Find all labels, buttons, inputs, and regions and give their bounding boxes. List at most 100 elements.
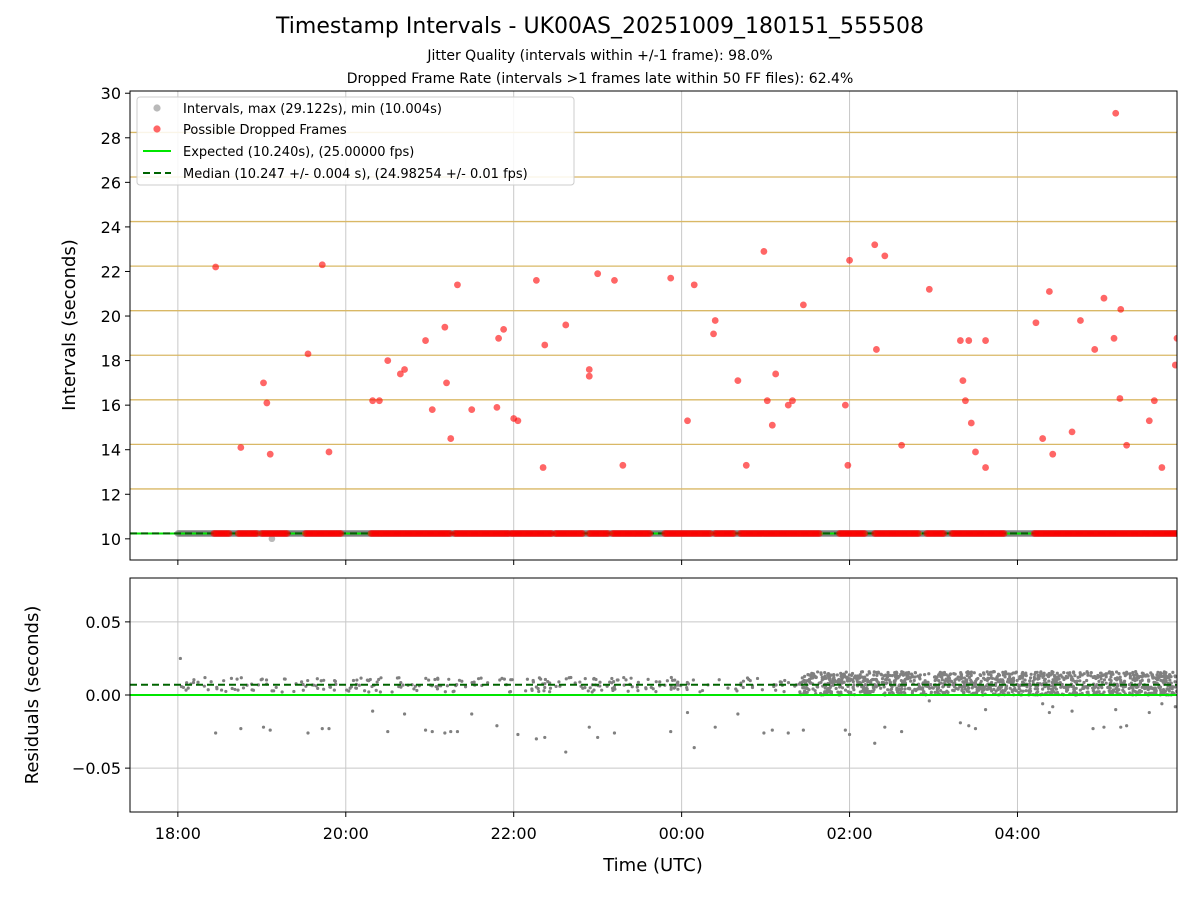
- residual-dense-point-32: [985, 670, 989, 674]
- residual-dense-point-1055: [1155, 678, 1160, 682]
- interval-min-point: [268, 535, 276, 543]
- dropped-outlier-57: [959, 377, 967, 385]
- residual-dense-point-681: [975, 688, 979, 692]
- residual-point-119: [191, 680, 196, 685]
- residual-dense-point-0: [1024, 689, 1028, 693]
- dropped-point-4-47: [446, 530, 454, 537]
- dropped-point-14-26: [914, 530, 922, 537]
- bottom-y-axis-label: Residuals (seconds): [22, 606, 43, 785]
- residual-dense-point-862: [969, 673, 973, 678]
- residual-point-121: [629, 676, 633, 680]
- dropped-outlier-7: [325, 448, 333, 456]
- residual-point-29: [443, 690, 447, 694]
- residual-dense-point-1167: [946, 679, 950, 684]
- residual-point-221: [546, 680, 550, 684]
- legend-label-dropped: Possible Dropped Frames: [183, 123, 347, 138]
- residual-dense-point-291: [951, 688, 955, 692]
- residual-dense-point-538: [1127, 683, 1132, 687]
- dropped-outlier-34: [667, 274, 675, 282]
- residual-dense-point-1007: [1042, 678, 1047, 683]
- dropped-outlier-0: [212, 263, 220, 271]
- residual-point-69: [375, 680, 379, 684]
- residual-dense-point-1095: [1159, 674, 1163, 678]
- residual-point-184: [241, 686, 246, 690]
- top-ytick-label-1: 12: [101, 485, 121, 504]
- dropped-outlier-9: [375, 397, 383, 405]
- residual-dense-point-1118: [907, 670, 911, 675]
- residual-dense-point-904: [913, 687, 917, 691]
- residual-dense-point-1115: [872, 670, 876, 674]
- residual-dense-point-775: [865, 691, 869, 695]
- residual-point-200: [676, 687, 680, 691]
- residual-point-46: [351, 678, 356, 683]
- residual-dense-point-377: [843, 688, 848, 692]
- residual-dense-point-941: [986, 687, 990, 691]
- residual-dense-point-520: [1017, 687, 1021, 691]
- residual-dense-point-613: [816, 670, 820, 674]
- residual-point-63: [578, 680, 582, 684]
- legend-label-median: Median (10.247 +/- 0.004 s), (24.98254 +…: [183, 167, 528, 182]
- residual-outlier-26: [685, 710, 690, 715]
- residual-dense-point-966: [1121, 685, 1126, 689]
- dropped-outlier-4: [266, 450, 274, 458]
- residual-points: [178, 656, 1177, 754]
- xtick-label-4: 02:00: [826, 824, 872, 843]
- residual-point-112: [622, 675, 626, 680]
- residual-dense-point-518: [814, 675, 818, 680]
- dropped-outlier-15: [441, 323, 449, 331]
- residual-outlier-33: [801, 728, 805, 732]
- residual-dense-point-857: [885, 681, 889, 685]
- residual-dense-point-1117: [1036, 674, 1040, 678]
- residual-dense-point-45: [1062, 671, 1066, 675]
- residual-point-58: [616, 678, 620, 682]
- residual-dense-point-944: [997, 673, 1002, 677]
- dropped-point-15-10: [940, 530, 947, 537]
- residual-point-240: [673, 678, 677, 682]
- residual-dense-point-1189: [1125, 672, 1129, 676]
- xtick-label-3: 00:00: [659, 824, 705, 843]
- residual-outlier-12: [430, 729, 434, 734]
- residual-outlier-32: [786, 731, 790, 735]
- residual-point-80: [236, 688, 240, 692]
- dropped-outlier-19: [468, 406, 476, 414]
- residual-dense-point-1015: [969, 670, 974, 674]
- residual-outlier-24: [612, 731, 617, 735]
- residual-point-160: [783, 678, 787, 683]
- residual-dense-point-1138: [1032, 677, 1037, 681]
- residual-dense-point-1090: [1128, 672, 1132, 676]
- residual-dense-point-1043: [906, 686, 911, 691]
- residual-point-118: [741, 679, 746, 683]
- residual-outlier-4: [268, 728, 272, 732]
- residual-dense-point-105: [909, 679, 913, 683]
- dropped-outlier-65: [1039, 435, 1047, 442]
- residual-dense-point-927: [1004, 672, 1008, 676]
- residual-dense-point-1154: [952, 681, 956, 686]
- residual-point-223: [259, 678, 263, 682]
- residual-dense-point-1131: [1104, 681, 1108, 685]
- residual-point-78: [390, 690, 394, 694]
- residual-point-222: [357, 683, 361, 687]
- residual-dense-point-950: [1019, 674, 1023, 678]
- residual-outlier-14: [449, 729, 453, 734]
- residual-dense-point-1116: [1118, 675, 1122, 679]
- residual-point-129: [691, 678, 695, 682]
- residual-dense-point-1029: [1156, 670, 1160, 674]
- residual-outlier-9: [386, 729, 390, 734]
- residuals-panel: −0.05 0.00 0.05: [72, 577, 1178, 813]
- xtick-label-2: 22:00: [491, 824, 537, 843]
- residual-dense-point-795: [918, 677, 922, 681]
- residual-dense-point-877: [1111, 691, 1115, 695]
- residual-point-157: [378, 690, 382, 694]
- bottom-ytick-label-2: 0.05: [85, 613, 121, 632]
- residual-dense-point-600: [840, 686, 845, 690]
- residual-dense-point-1163: [964, 678, 968, 683]
- dropped-outlier-72: [1110, 334, 1118, 342]
- dropped-outlier-24: [514, 417, 522, 425]
- residual-point-203: [395, 676, 400, 680]
- residual-dense-point-163: [1089, 671, 1093, 675]
- residual-dense-point-822: [1117, 672, 1121, 676]
- residual-point-230: [314, 684, 318, 688]
- residual-dense-point-993: [1070, 678, 1075, 682]
- residual-dense-point-837: [832, 673, 836, 677]
- residual-outlier-30: [762, 731, 766, 735]
